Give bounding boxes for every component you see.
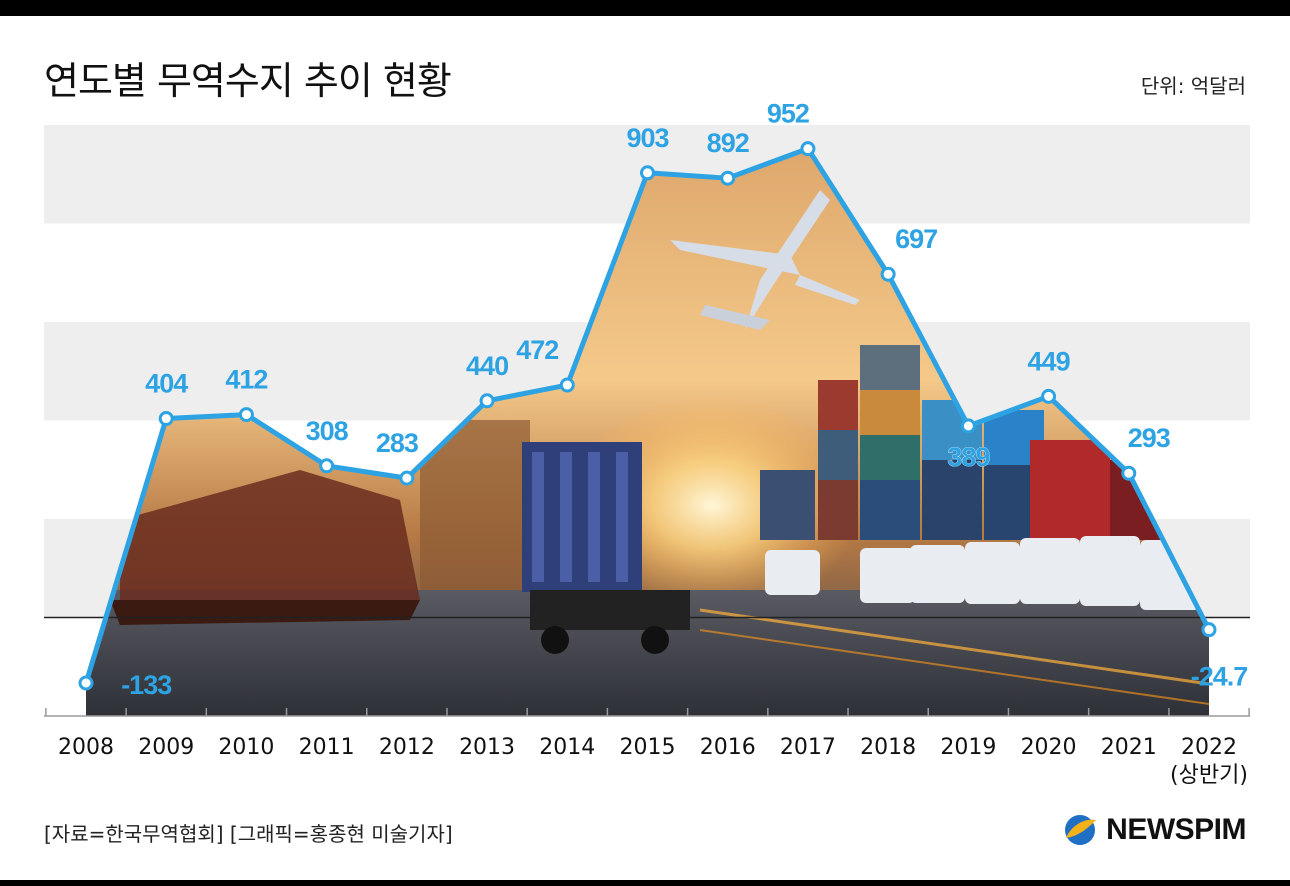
x-label-2018: 2018: [860, 735, 916, 760]
data-point-2017: [800, 141, 816, 157]
value-label-2021: 293: [1128, 423, 1171, 453]
x-label-2014: 2014: [539, 735, 595, 760]
chart-title: 연도별 무역수지 추이 현황: [44, 59, 452, 103]
x-label-2021: 2021: [1101, 735, 1157, 760]
unit-label: 단위: 억달러: [1140, 74, 1246, 98]
series-points: [78, 141, 1217, 691]
data-point-2011: [319, 458, 335, 474]
value-label-2015: 903: [626, 123, 669, 153]
value-label-2011: 308: [306, 416, 349, 446]
data-point-2022: [1201, 622, 1217, 638]
data-point-2008: [78, 675, 94, 691]
value-label-extra: -133: [121, 670, 172, 700]
brand-logo-icon: [1065, 815, 1097, 845]
x-axis-ticks: [45, 708, 1250, 716]
data-point-2015: [640, 165, 655, 181]
value-label-2009: 404: [145, 369, 188, 399]
x-label-2008: 2008: [58, 735, 114, 760]
top-border: [0, 0, 1290, 16]
brand-logo: NEWSPIM: [1062, 812, 1246, 848]
x-label-2011: 2011: [299, 735, 355, 760]
data-point-2013: [479, 393, 495, 409]
value-label-2012: 283: [376, 428, 419, 458]
x-sublabel-2022: (상반기): [1170, 763, 1248, 788]
x-label-2012: 2012: [379, 735, 435, 760]
data-point-2019: [960, 418, 976, 434]
data-point-2020: [1041, 388, 1057, 404]
x-label-2013: 2013: [459, 735, 515, 760]
x-label-2015: 2015: [620, 735, 676, 760]
source-credit: [자료=한국무역협회] [그래픽=홍종현 미술기자]: [44, 822, 453, 846]
x-label-2010: 2010: [218, 735, 274, 760]
value-label-2020: 449: [1028, 346, 1071, 376]
data-point-2016: [720, 170, 736, 186]
value-label-2014: 472: [516, 335, 558, 365]
x-label-2020: 2020: [1021, 735, 1077, 760]
value-label-2019: 389: [947, 442, 990, 472]
x-label-2009: 2009: [138, 735, 194, 760]
value-label-2017: 952: [767, 99, 809, 129]
x-axis-labels: 2008 2009 2010 2011 2012 2013 2014 2015 2016 2017…: [58, 735, 1248, 788]
value-label-2016: 892: [707, 128, 749, 158]
data-point-2018: [880, 266, 896, 282]
value-label-2022: -24.7: [1191, 662, 1248, 692]
x-label-2019: 2019: [940, 735, 996, 760]
x-label-2022: 2022: [1181, 735, 1237, 760]
bottom-border: [0, 880, 1290, 886]
value-labels: 404 412 308 283 440 472 903 892 952 697 389 449 293 -…: [121, 99, 1248, 700]
value-label-2010: 412: [225, 365, 267, 395]
x-label-2016: 2016: [700, 735, 756, 760]
data-point-2021: [1121, 465, 1137, 481]
value-label-2013: 440: [466, 351, 508, 381]
data-point-2012: [399, 470, 415, 486]
brand-name: NEWSPIM: [1106, 813, 1246, 846]
data-point-2009: [158, 411, 174, 427]
data-point-2010: [238, 407, 254, 423]
x-label-2017: 2017: [780, 735, 836, 760]
data-point-2014: [559, 377, 575, 393]
airplane-icon: [670, 190, 860, 330]
value-label-2018: 697: [895, 224, 937, 254]
